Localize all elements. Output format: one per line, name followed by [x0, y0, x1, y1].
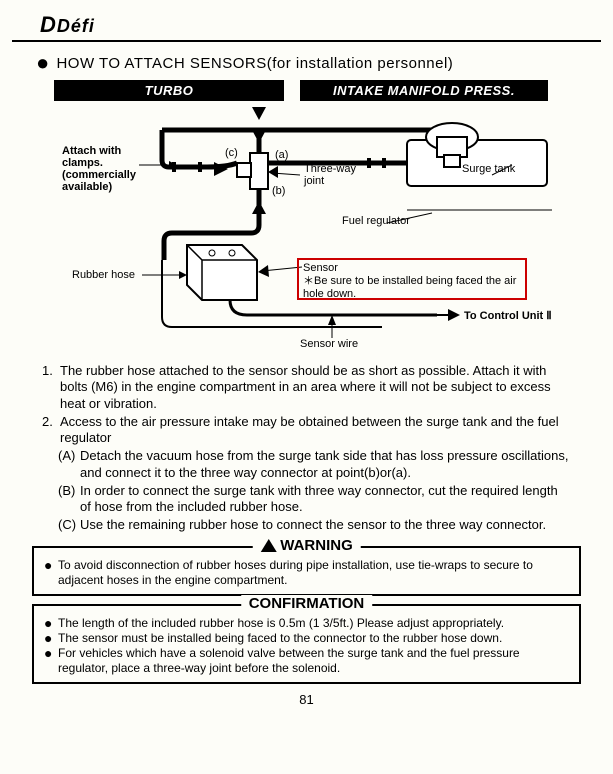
- confirmation-title: CONFIRMATION: [241, 595, 373, 614]
- label-three-way: Three-way joint: [304, 163, 364, 187]
- sub-a-label: (A): [58, 448, 80, 481]
- instruction-list: 1.The rubber hose attached to the sensor…: [42, 363, 571, 534]
- label-sensor: Sensor: [303, 262, 338, 274]
- instruction-1: The rubber hose attached to the sensor s…: [60, 363, 571, 412]
- label-rubber-hose: Rubber hose: [72, 269, 135, 281]
- section-title: ● HOW TO ATTACH SENSORS(for installation…: [36, 50, 601, 76]
- bullet-icon: ●: [44, 631, 58, 646]
- label-a: (a): [275, 149, 288, 161]
- warning-icon: [260, 539, 276, 552]
- confirmation-text-3: For vehicles which have a solenoid valve…: [58, 646, 569, 676]
- label-to-control: To Control Unit Ⅱ: [464, 309, 552, 322]
- page-number: 81: [12, 692, 601, 707]
- tab-intake: INTAKE MANIFOLD PRESS.: [300, 80, 548, 101]
- label-fuel-regulator: Fuel regulator: [342, 215, 410, 227]
- confirmation-text-2: The sensor must be installed being faced…: [58, 631, 502, 646]
- bullet-icon: ●: [44, 646, 58, 676]
- confirmation-box: CONFIRMATION ●The length of the included…: [32, 604, 581, 685]
- bullet-icon: ●: [36, 50, 50, 75]
- label-sensor-note: ＊Be sure to be installed being faced the…: [303, 275, 516, 300]
- confirmation-text-1: The length of the included rubber hose i…: [58, 616, 504, 631]
- section-title-text: HOW TO ATTACH SENSORS(for installation p…: [56, 55, 453, 72]
- label-sensor-wire: Sensor wire: [300, 338, 358, 350]
- sensor-note-box: Sensor ＊Be sure to be installed being fa…: [297, 258, 527, 300]
- sub-b-label: (B): [58, 483, 80, 516]
- divider: [12, 40, 601, 42]
- warning-box: WARNING ●To avoid disconnection of rubbe…: [32, 546, 581, 596]
- instruction-2: Access to the air pressure intake may be…: [60, 414, 571, 447]
- label-surge-tank: Surge tank: [462, 163, 515, 175]
- instruction-2a: Detach the vacuum hose from the surge ta…: [80, 448, 571, 481]
- bullet-icon: ●: [44, 616, 58, 631]
- warning-title: WARNING: [252, 537, 361, 556]
- num-1: 1.: [42, 363, 60, 412]
- warning-text-1: To avoid disconnection of rubber hoses d…: [58, 558, 569, 588]
- brand-logo: DDéfi: [40, 12, 601, 38]
- instruction-2b: In order to connect the surge tank with …: [80, 483, 571, 516]
- label-attach-clamps: Attach with clamps. (commercially availa…: [62, 145, 140, 193]
- instruction-2c: Use the remaining rubber hose to connect…: [80, 517, 546, 533]
- installation-diagram: Attach with clamps. (commercially availa…: [32, 105, 592, 355]
- logo-text: Défi: [57, 16, 95, 36]
- num-2: 2.: [42, 414, 60, 447]
- tab-turbo: TURBO: [54, 80, 284, 101]
- label-c: (c): [225, 147, 238, 159]
- sub-c-label: (C): [58, 517, 80, 533]
- bullet-icon: ●: [44, 558, 58, 588]
- label-b: (b): [272, 185, 285, 197]
- tab-row: TURBO INTAKE MANIFOLD PRESS.: [54, 80, 601, 101]
